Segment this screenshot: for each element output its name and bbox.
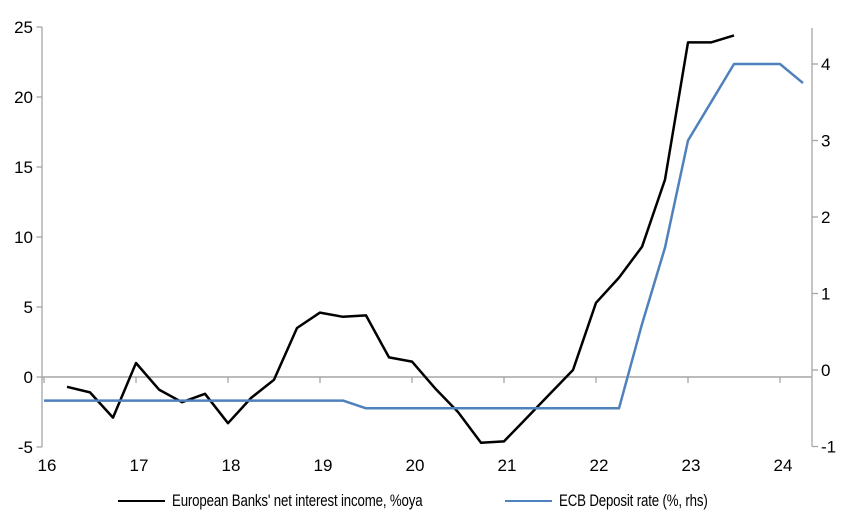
right-axis-tick-label: 0	[821, 361, 830, 380]
left-axis-tick-label: 15	[14, 158, 33, 177]
left-axis-tick-label: -5	[18, 438, 33, 457]
legend-entry-nii: European Banks' net interest income, %oy…	[118, 491, 493, 511]
legend-label-nii: European Banks' net interest income, %oy…	[172, 491, 423, 510]
right-axis-tick-label: 3	[821, 132, 830, 151]
x-axis-tick-label: 18	[222, 456, 241, 475]
right-axis-tick-label: -1	[821, 438, 836, 457]
x-axis-tick-label: 17	[130, 456, 149, 475]
nii-line-sample-icon	[118, 500, 165, 502]
european-banks-nii-line	[66, 34, 735, 445]
left-axis-tick-label: 20	[14, 88, 33, 107]
right-axis-tick-label: 2	[821, 208, 830, 227]
right-axis-tick-label: 1	[821, 285, 830, 304]
ecb-deposit-rate-line	[44, 62, 804, 410]
left-axis-tick-label: 0	[24, 368, 33, 387]
left-axis-tick-label: 5	[24, 298, 33, 317]
x-axis-tick-label: 20	[406, 456, 425, 475]
left-axis-tick-label: 25	[14, 18, 33, 37]
chart-legend: European Banks' net interest income, %oy…	[0, 491, 852, 515]
x-axis-tick-label: 16	[38, 456, 57, 475]
x-axis-tick-label: 24	[774, 456, 793, 475]
left-axis-tick-label: 10	[14, 228, 33, 247]
right-axis-tick-label: 4	[821, 55, 830, 74]
ecb-line-sample-icon	[505, 500, 552, 502]
x-axis-tick-label: 22	[590, 456, 609, 475]
x-axis-tick-label: 23	[682, 456, 701, 475]
x-axis-tick-label: 21	[498, 456, 517, 475]
legend-label-ecb: ECB Deposit rate (%, rhs)	[559, 491, 708, 510]
legend-entry-ecb: ECB Deposit rate (%, rhs)	[505, 491, 750, 511]
x-axis-tick-label: 19	[314, 456, 333, 475]
